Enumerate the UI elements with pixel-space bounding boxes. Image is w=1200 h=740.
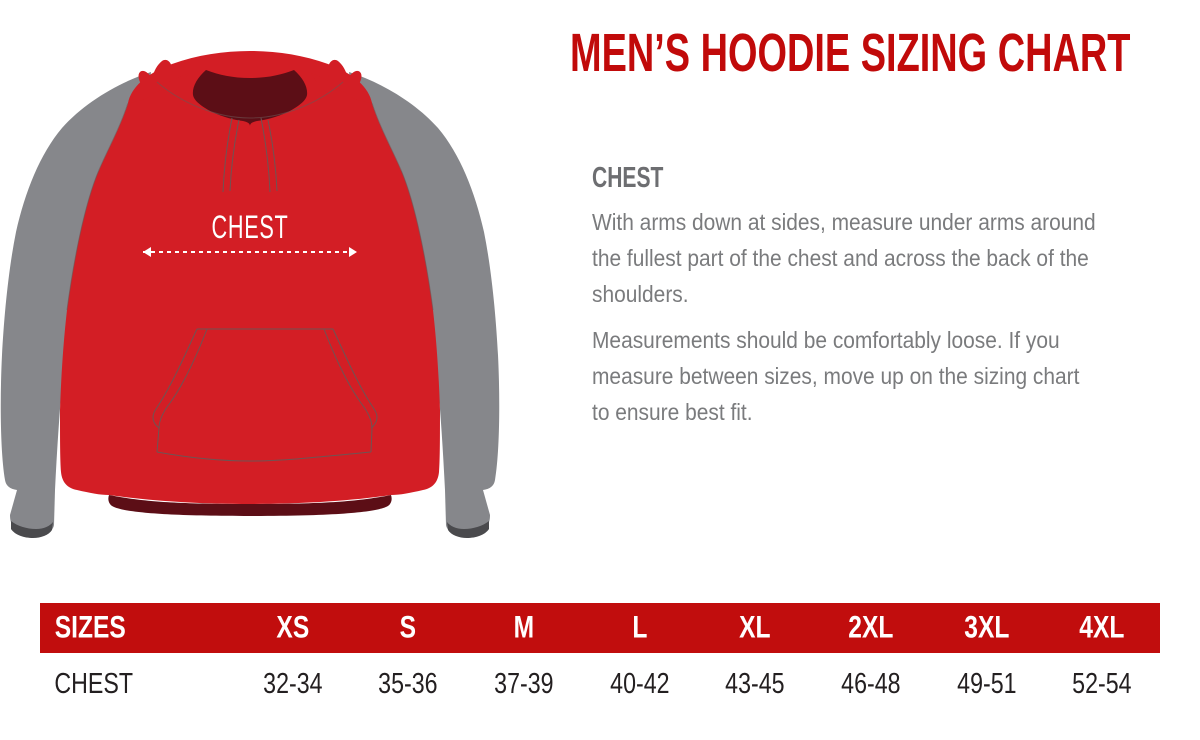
svg-text:CHEST: CHEST (211, 209, 288, 245)
